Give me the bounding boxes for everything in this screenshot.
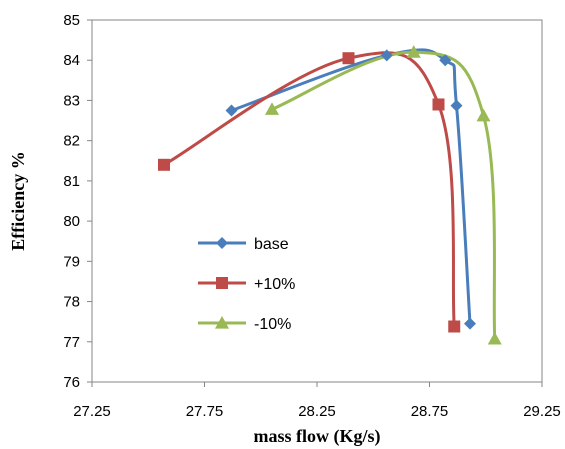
data-point-base xyxy=(450,99,463,112)
data-point-plus10pct xyxy=(448,320,461,333)
y-tick-label: 85 xyxy=(63,12,80,29)
legend-marker-base xyxy=(216,237,228,249)
x-tick-label: 28.75 xyxy=(411,403,449,420)
y-tick-labels: 76 77 78 79 80 81 82 83 84 85 xyxy=(63,12,80,391)
y-tick-label: 79 xyxy=(63,253,80,270)
y-tick-label: 76 xyxy=(63,374,80,391)
y-tick-label: 77 xyxy=(63,334,80,351)
y-tick-label: 80 xyxy=(63,213,80,230)
legend-marker-minus10pct xyxy=(215,316,229,329)
data-point-plus10pct xyxy=(432,98,445,111)
y-tick-label: 81 xyxy=(63,173,80,190)
legend-marker-plus10pct xyxy=(216,277,228,289)
x-tick-label: 27.75 xyxy=(186,403,224,420)
data-point-plus10pct xyxy=(158,158,170,171)
series-markers xyxy=(158,45,502,345)
series-line-plus10pct xyxy=(163,51,456,327)
data-point-base xyxy=(380,49,393,62)
y-tick-label: 82 xyxy=(63,133,80,150)
y-tick-label: 78 xyxy=(63,294,80,311)
plot-area xyxy=(91,19,543,383)
legend-label-minus10pct: -10% xyxy=(254,316,291,333)
y-tick-label: 83 xyxy=(63,92,80,109)
y-tick-label: 84 xyxy=(63,52,80,69)
x-tick-labels: 27.25 27.75 28.25 28.75 29.25 xyxy=(73,403,561,420)
legend: base +10% -10% xyxy=(198,236,295,333)
x-tick-label: 27.25 xyxy=(73,403,111,420)
x-tick-label: 28.25 xyxy=(298,403,336,420)
tick-marks xyxy=(87,19,543,387)
x-axis-title: mass flow (Kg/s) xyxy=(254,426,381,447)
data-point-minus10pct xyxy=(487,331,502,345)
data-point-base xyxy=(225,104,238,117)
x-tick-label: 29.25 xyxy=(523,403,561,420)
data-point-minus10pct xyxy=(406,45,421,58)
series-line-minus10pct xyxy=(271,50,497,340)
data-point-minus10pct xyxy=(265,102,279,115)
data-point-plus10pct xyxy=(342,52,355,65)
data-point-minus10pct xyxy=(476,108,491,122)
y-axis-title: Efficiency % xyxy=(8,151,28,250)
legend-label-plus10pct: +10% xyxy=(254,276,295,293)
legend-label-base: base xyxy=(254,236,289,253)
data-point-base xyxy=(464,317,476,330)
data-point-base xyxy=(439,54,452,67)
